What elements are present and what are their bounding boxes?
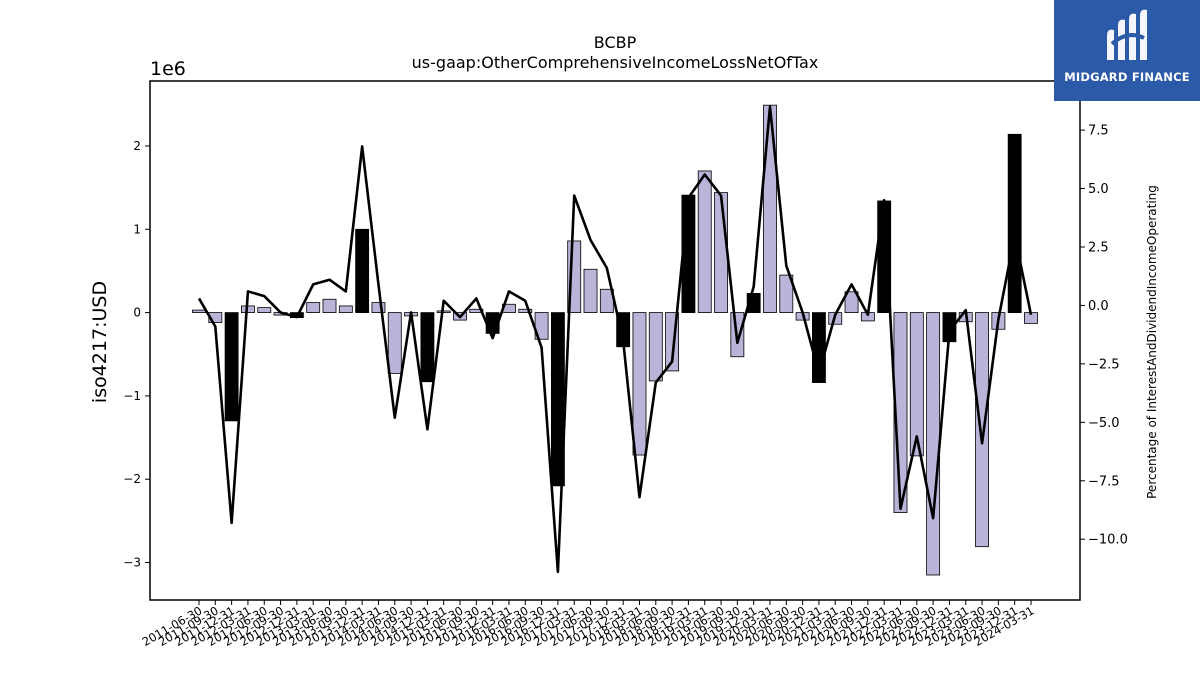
bar [387,312,402,374]
x-axis: 2011-06-302011-09-302011-12-312012-03-31… [140,600,1037,649]
chart-subtitle: us-gaap:OtherComprehensiveIncomeLossNetO… [412,53,819,72]
y-tick-label: −3 [123,556,141,570]
bar [306,302,321,314]
y2-tick-label: −5.0 [1088,416,1120,431]
bar [632,312,647,456]
bar [763,104,777,313]
y2-tick-label: −10.0 [1088,533,1128,548]
bar [648,312,663,382]
bar [926,312,941,576]
chart-title: BCBP [594,33,637,52]
y-axis: −3 −2 −1 0 1 2 [123,139,150,570]
y2-tick-label: −2.5 [1088,357,1120,372]
y-tick-label: 2 [133,139,141,153]
y-tick-label: −1 [123,389,141,403]
bar [697,170,712,313]
brand-logo: MIDGARD FINANCE [1054,0,1200,101]
bar [371,302,386,314]
y2-tick-label: 0.0 [1088,299,1109,314]
bar [714,192,728,313]
percentage-line [197,105,1033,574]
y-axis-label: iso4217:USD [89,281,111,403]
y-offset-label: 1e6 [150,58,186,80]
bar [518,308,533,313]
bar [322,298,337,313]
y-tick-label: 1 [133,222,141,236]
y2-tick-label: 5.0 [1088,182,1109,197]
logo-text: MIDGARD FINANCE [1064,70,1190,84]
bar [1007,133,1022,314]
bar [257,307,272,313]
y2-axis-label: Percentage of InterestAndDividendIncomeO… [1145,185,1159,499]
y2-tick-label: 7.5 [1088,124,1109,139]
logo-mark-icon [1107,9,1147,61]
y-tick-label: 0 [133,306,141,320]
bar [844,291,859,313]
bar [909,312,924,457]
y-tick-label: −2 [123,472,141,486]
bar [355,228,370,313]
bar [583,268,598,313]
bar [975,312,989,548]
y2-tick-label: 2.5 [1088,240,1109,255]
bar [436,310,451,313]
y2-tick-label: −7.5 [1088,474,1120,489]
y2-axis: −10.0 −7.5 −5.0 −2.5 0.0 2.5 5.0 7.5 [1080,124,1128,548]
bar [779,274,794,313]
bar [224,312,239,422]
bars [192,104,1038,576]
bar [192,309,206,313]
bar [420,312,435,383]
line-layer [197,105,1033,574]
bar [338,305,353,313]
plot-frame [149,80,1081,601]
